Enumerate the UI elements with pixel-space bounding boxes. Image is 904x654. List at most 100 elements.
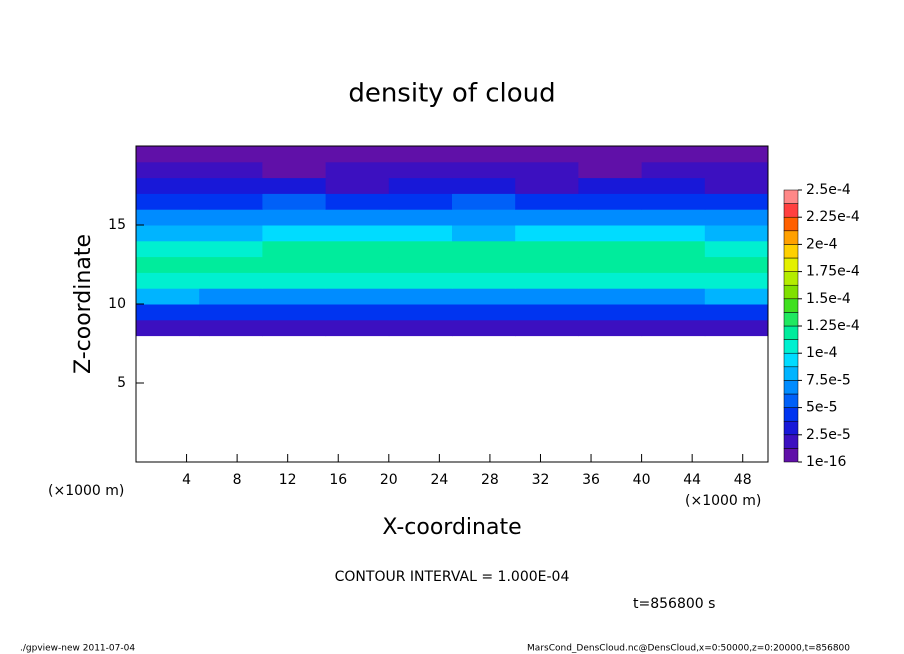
cell bbox=[388, 225, 453, 242]
colorbar-label: 1.25e-4 bbox=[806, 318, 860, 334]
colorbar-box bbox=[783, 352, 799, 368]
colorbar-box bbox=[783, 312, 799, 327]
cell bbox=[641, 177, 706, 194]
cell bbox=[578, 240, 643, 258]
cell bbox=[388, 193, 453, 210]
contour-note: CONTOUR INTERVAL = 1.000E-04 bbox=[335, 569, 570, 585]
cell bbox=[136, 304, 200, 321]
cell bbox=[136, 225, 200, 242]
cell bbox=[515, 240, 579, 258]
cell bbox=[199, 240, 263, 258]
cell bbox=[325, 209, 390, 226]
cell bbox=[262, 161, 327, 179]
cell bbox=[704, 288, 769, 305]
cell bbox=[199, 177, 263, 194]
cell bbox=[704, 225, 769, 242]
cell bbox=[452, 304, 516, 321]
cell bbox=[136, 256, 200, 273]
colorbar-box bbox=[783, 230, 799, 245]
cell bbox=[325, 319, 390, 337]
colorbar-box bbox=[783, 393, 799, 408]
cell bbox=[704, 240, 769, 258]
x-tick-label: 32 bbox=[532, 472, 550, 488]
cell bbox=[262, 177, 327, 194]
cell bbox=[452, 256, 516, 273]
cell bbox=[262, 256, 327, 273]
cell bbox=[325, 288, 390, 305]
cell bbox=[325, 272, 390, 289]
footer-left: ./gpview-new 2011-07-04 bbox=[20, 644, 135, 654]
cell bbox=[515, 225, 579, 242]
cell bbox=[704, 272, 769, 289]
cell bbox=[388, 319, 453, 337]
colorbar-box bbox=[783, 339, 799, 354]
cell bbox=[388, 288, 453, 305]
x-tick-label: 40 bbox=[633, 472, 651, 488]
cell bbox=[641, 319, 706, 337]
cell bbox=[136, 161, 200, 179]
x-tick-label: 16 bbox=[329, 472, 347, 488]
cell bbox=[515, 177, 579, 194]
cell bbox=[199, 193, 263, 210]
cell bbox=[452, 240, 516, 258]
cell bbox=[388, 146, 453, 163]
cell bbox=[262, 272, 327, 289]
cell bbox=[388, 256, 453, 273]
cell bbox=[704, 177, 769, 194]
cell bbox=[641, 146, 706, 163]
cell bbox=[262, 319, 327, 337]
x-tick-label: 8 bbox=[233, 472, 242, 488]
cell bbox=[515, 304, 579, 321]
cell bbox=[578, 177, 643, 194]
cell bbox=[704, 304, 769, 321]
cell bbox=[136, 272, 200, 289]
cell bbox=[578, 304, 643, 321]
colorbar-label: 1.5e-4 bbox=[806, 291, 851, 307]
cell bbox=[199, 256, 263, 273]
colorbar-box bbox=[783, 244, 799, 259]
cell bbox=[199, 146, 263, 163]
cell bbox=[262, 193, 327, 210]
colorbar-box bbox=[783, 271, 799, 286]
cell bbox=[515, 146, 579, 163]
cell bbox=[452, 209, 516, 226]
cell bbox=[199, 225, 263, 242]
cell bbox=[136, 177, 200, 194]
cell bbox=[199, 304, 263, 321]
cell bbox=[578, 225, 643, 242]
colorbar-label: 7.5e-5 bbox=[806, 372, 851, 388]
cell bbox=[388, 304, 453, 321]
cell bbox=[199, 161, 263, 179]
cell bbox=[578, 161, 643, 179]
cell bbox=[262, 240, 327, 258]
cell bbox=[452, 272, 516, 289]
x-tick-label: 36 bbox=[582, 472, 600, 488]
colorbar-box bbox=[783, 189, 799, 204]
cell bbox=[515, 319, 579, 337]
cell bbox=[515, 209, 579, 226]
cell bbox=[325, 240, 390, 258]
cell bbox=[325, 146, 390, 163]
x-tick-label: 44 bbox=[683, 472, 701, 488]
cell bbox=[262, 225, 327, 242]
cell bbox=[515, 272, 579, 289]
y-tick-label: 10 bbox=[108, 296, 126, 312]
cell bbox=[515, 288, 579, 305]
x-tick-label: 48 bbox=[734, 472, 752, 488]
x-tick-label: 28 bbox=[481, 472, 499, 488]
cell bbox=[641, 225, 706, 242]
cell bbox=[136, 209, 200, 226]
cell bbox=[199, 209, 263, 226]
cell bbox=[262, 146, 327, 163]
cell bbox=[262, 288, 327, 305]
cell bbox=[641, 272, 706, 289]
cell bbox=[641, 288, 706, 305]
cell bbox=[325, 193, 390, 210]
cell bbox=[452, 161, 516, 179]
chart-title: density of cloud bbox=[348, 79, 555, 109]
colorbar-box bbox=[783, 380, 799, 395]
cell bbox=[578, 288, 643, 305]
y-tick-label: 15 bbox=[108, 217, 126, 233]
cell bbox=[388, 272, 453, 289]
